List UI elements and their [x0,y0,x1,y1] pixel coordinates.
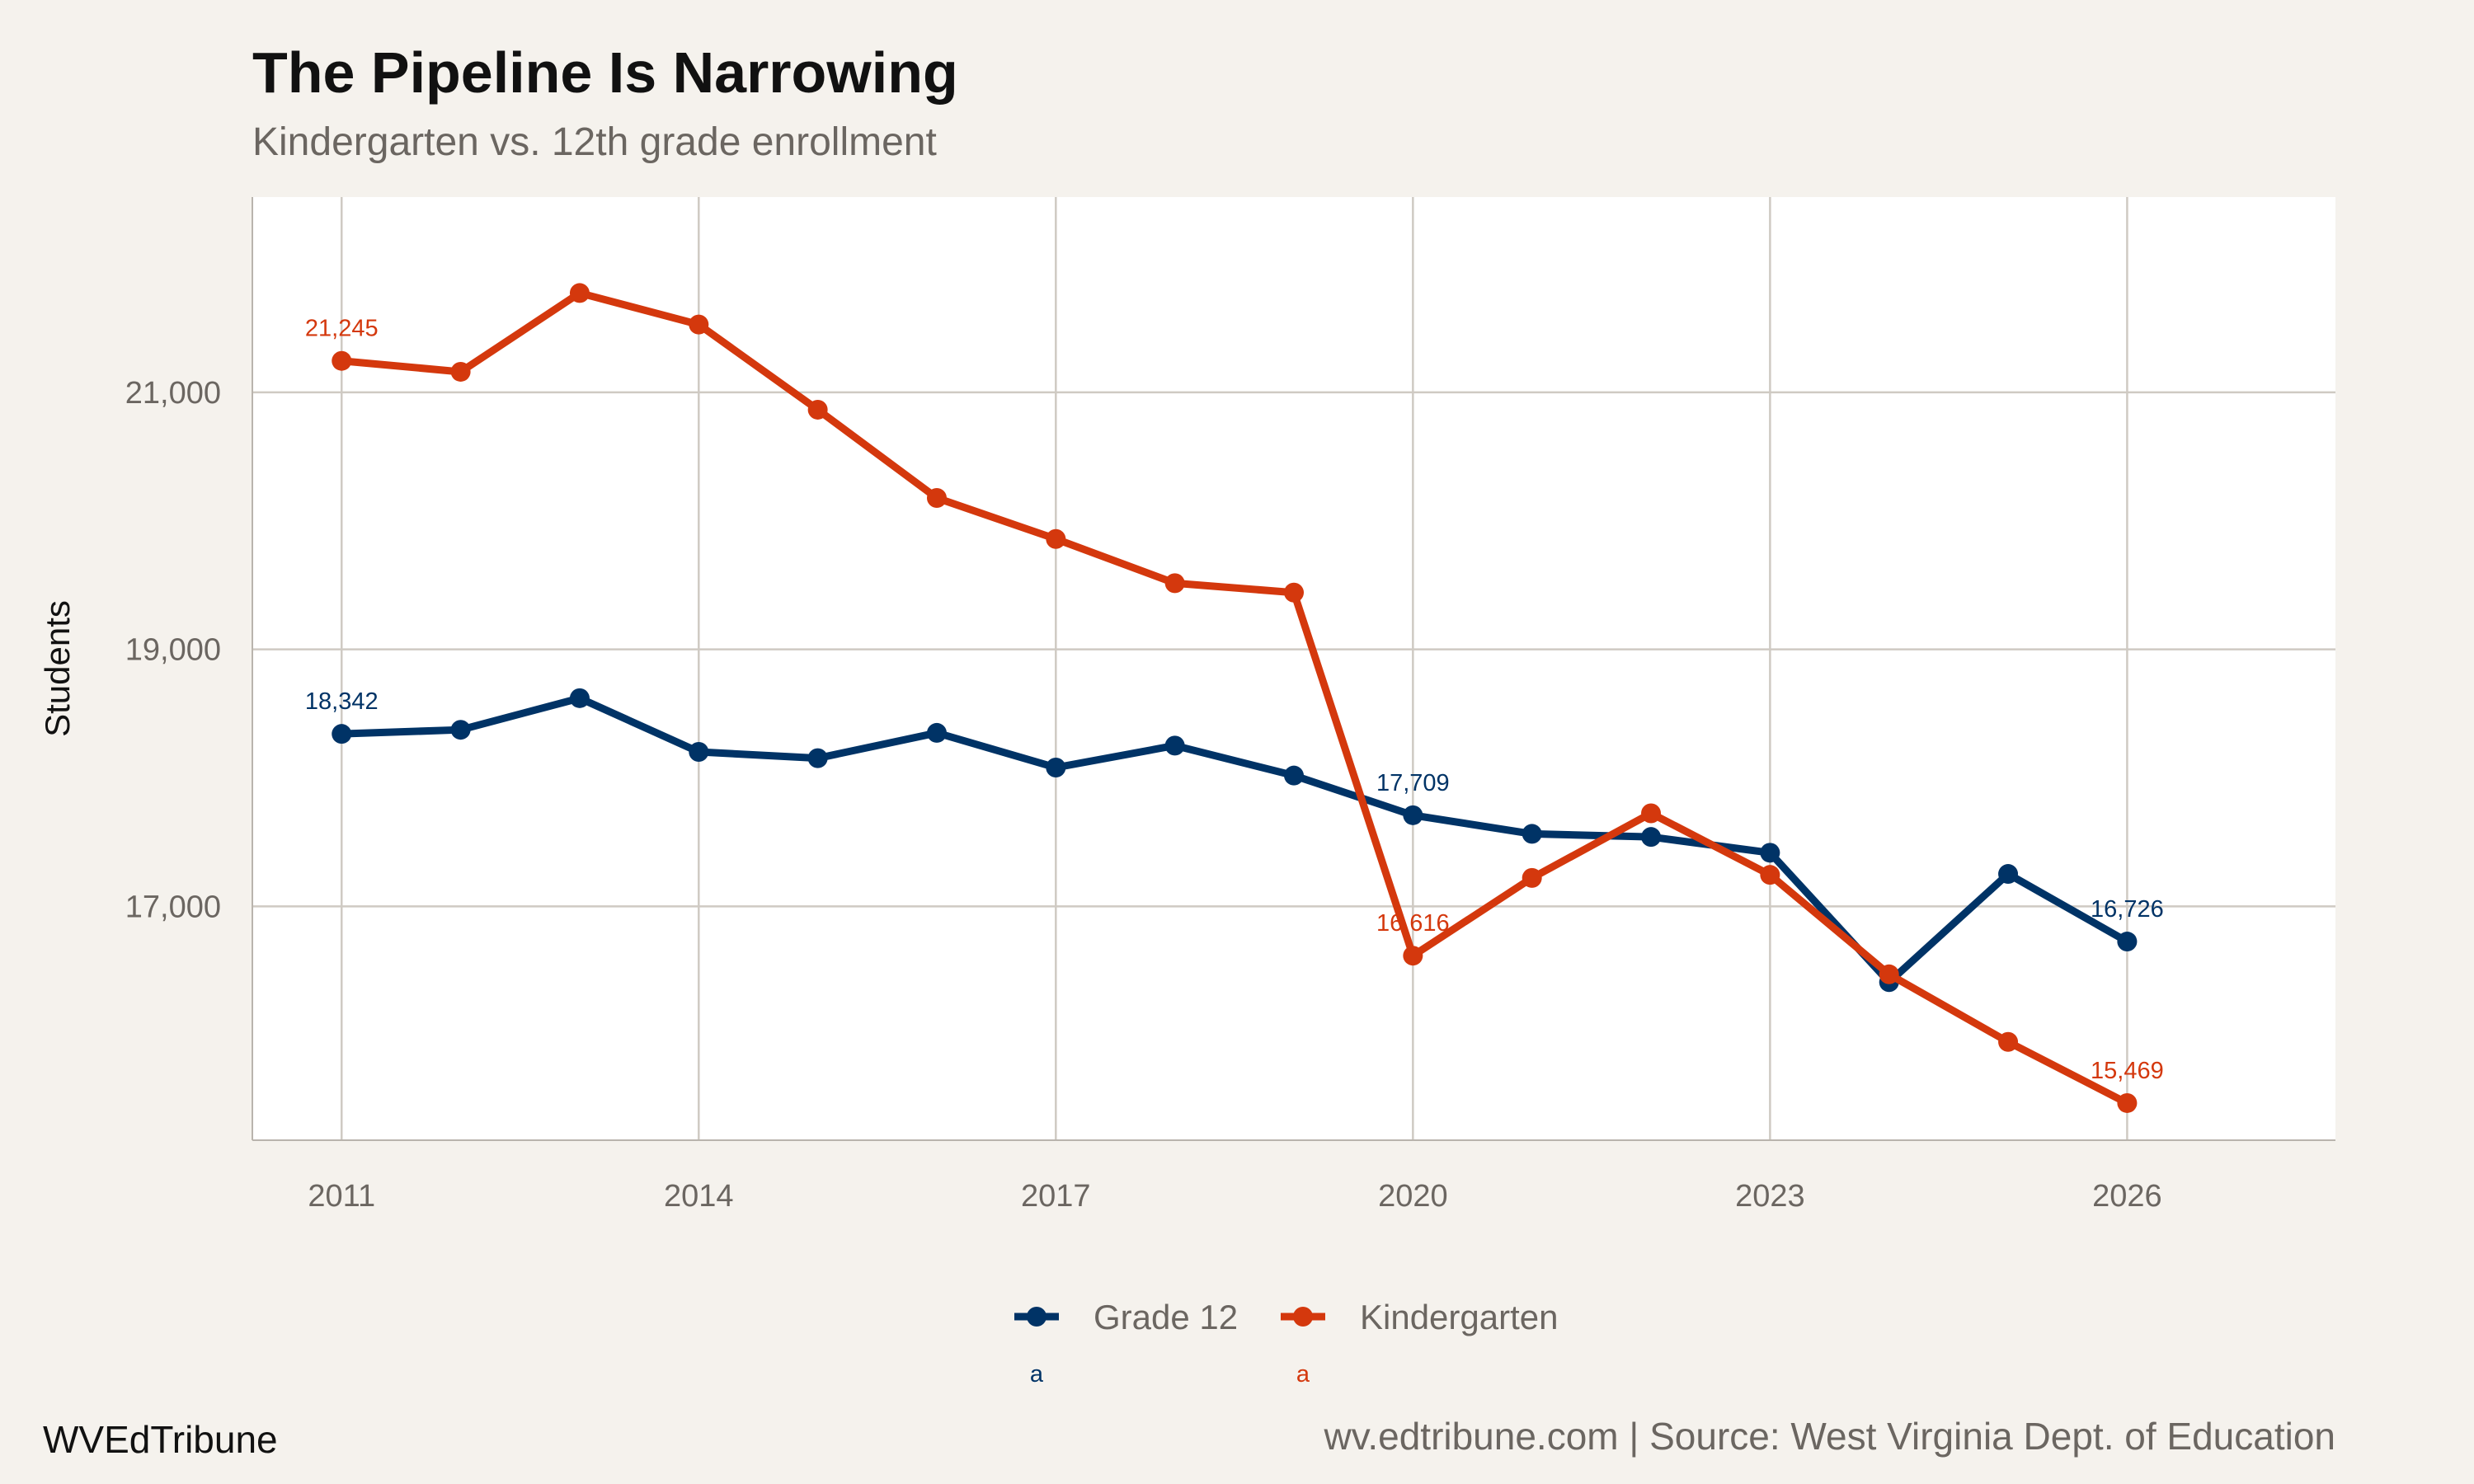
data-point [1284,582,1304,603]
plot-panel [252,197,2335,1140]
series-grade-12: 18,342 17,709 16,726 [305,688,2164,993]
legend-key-point [1293,1307,1313,1327]
chart-title: The Pipeline Is Narrowing [252,40,958,105]
data-point [450,720,471,740]
grid [252,197,2335,1140]
data-point [1164,735,1185,756]
axis-ticks: 2011 2014 2017 2020 2023 2026 17,000 19,000 21,0… [125,376,2162,1214]
data-point [1760,843,1780,863]
legend-text-key: a [1030,1361,1044,1388]
series-line [341,694,2129,986]
data-point [569,283,590,303]
data-point [1522,824,1542,844]
y-tick-label: 21,000 [125,376,221,411]
data-point [1998,864,2019,885]
chart-subtitle: Kindergarten vs. 12th grade enrollment [252,120,937,164]
data-point [1879,964,1899,984]
data-point [689,314,709,335]
y-axis-label: Students [38,600,77,737]
data-point [1403,946,1423,966]
series-group: 18,342 17,709 16,726 21,245 16,616 15,469 [305,283,2164,1113]
series-line [341,289,2129,1106]
data-point [926,488,947,509]
x-tick-label: 2014 [664,1179,734,1214]
data-label: 18,342 [305,688,379,715]
y-tick-label: 17,000 [125,890,221,924]
legend-text-key: a [1296,1361,1310,1388]
legend: Grade 12 a Kindergarten a [1014,1298,1559,1388]
data-point [1760,865,1780,885]
data-point [1641,803,1662,824]
data-point [1284,765,1304,786]
x-tick-label: 2023 [1735,1179,1805,1214]
data-point [1641,827,1662,848]
data-point [689,741,709,762]
data-point [2117,1092,2138,1113]
x-tick-label: 2026 [2092,1179,2162,1214]
series-kindergarten: 21,245 16,616 15,469 [305,283,2164,1113]
footer-brand: WVEdTribune [43,1418,278,1461]
data-label: 16,616 [1376,910,1450,937]
data-label: 17,709 [1376,770,1450,796]
data-point [332,350,352,371]
data-point [1046,528,1066,549]
data-point [1998,1031,2019,1052]
x-tick-label: 2017 [1021,1179,1091,1214]
data-point [1046,758,1066,778]
x-tick-label: 2020 [1378,1179,1448,1214]
data-point [926,722,947,743]
footer-source: wv.edtribune.com | Source: West Virginia… [1324,1415,2335,1458]
data-point [332,724,352,744]
data-point [807,399,828,420]
legend-label: Grade 12 [1094,1298,1238,1336]
data-label: 21,245 [305,316,379,342]
data-point [1164,573,1185,594]
data-point [2117,932,2138,952]
data-point [1522,867,1542,888]
legend-label: Kindergarten [1360,1298,1559,1336]
x-tick-label: 2011 [308,1179,375,1214]
legend-item: Kindergarten a [1281,1298,1559,1388]
data-label: 16,726 [2091,896,2164,923]
y-tick-label: 19,000 [125,633,221,668]
legend-item: Grade 12 a [1014,1298,1238,1388]
data-point [569,688,590,708]
data-label: 15,469 [2091,1058,2164,1084]
data-point [1403,805,1423,825]
legend-key-point [1027,1307,1047,1327]
data-point [450,361,471,382]
data-point [807,748,828,768]
